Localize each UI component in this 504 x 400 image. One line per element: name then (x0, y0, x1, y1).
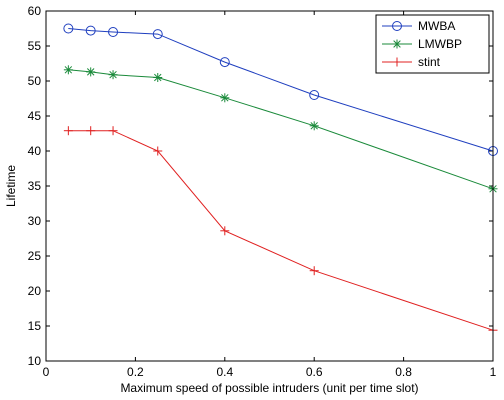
data-point-lmwbp (86, 67, 95, 76)
legend-label-mwba: MWBA (418, 19, 455, 33)
y-tick-label: 10 (28, 354, 42, 368)
data-point-stint (64, 126, 73, 135)
y-tick-label: 45 (28, 109, 42, 123)
y-axis-label: Lifetime (4, 165, 18, 207)
series-line-lmwbp (68, 70, 493, 189)
data-point-lmwbp (153, 73, 162, 82)
data-point-lmwbp (64, 65, 73, 74)
data-point-stint (86, 126, 95, 135)
legend-marker-lmwbp (393, 40, 402, 49)
x-tick-label: 0 (43, 365, 50, 379)
y-tick-label: 50 (28, 74, 42, 88)
y-tick-label: 30 (28, 214, 42, 228)
series-lmwbp (64, 65, 498, 193)
legend-label-stint: stint (418, 55, 441, 69)
y-tick-label: 40 (28, 144, 42, 158)
x-tick-label: 1 (490, 365, 497, 379)
y-tick-label: 15 (28, 319, 42, 333)
data-point-stint (109, 126, 118, 135)
x-tick-label: 0.4 (216, 365, 233, 379)
series-stint (64, 126, 498, 335)
x-tick-label: 0.8 (395, 365, 412, 379)
legend-label-lmwbp: LMWBP (418, 37, 462, 51)
data-point-lmwbp (220, 93, 229, 102)
y-tick-label: 35 (28, 179, 42, 193)
series-line-stint (68, 131, 493, 331)
data-point-lmwbp (310, 121, 319, 130)
x-tick-label: 0.2 (127, 365, 144, 379)
y-tick-label: 20 (28, 284, 42, 298)
data-point-stint (310, 266, 319, 275)
legend: MWBA LMWBP stint (376, 15, 489, 73)
y-tick-label: 55 (28, 39, 42, 53)
data-point-lmwbp (109, 70, 118, 79)
y-tick-label: 25 (28, 249, 42, 263)
y-tick-label: 60 (28, 4, 42, 18)
x-tick-label: 0.6 (306, 365, 323, 379)
x-axis-label: Maximum speed of possible intruders (uni… (120, 381, 418, 395)
